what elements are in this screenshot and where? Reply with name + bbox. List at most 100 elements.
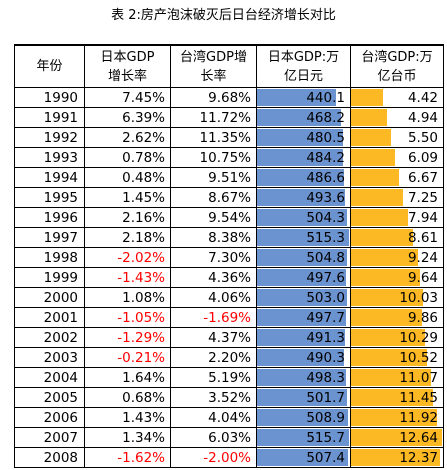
table-title: 表 2:房产泡沫破灭后日台经济增长对比 (111, 8, 336, 23)
japan-growth-cell: -1.05% (84, 307, 171, 328)
taiwan-gdp-cell: 8.61 (350, 227, 444, 248)
japan-growth-cell: 0.68% (84, 387, 171, 408)
header-taiwan-gdp: 台湾GDP:万 亿台币 (350, 44, 444, 88)
taiwan-gdp-bar (351, 189, 403, 206)
japan-gdp-value: 508.9 (306, 409, 345, 426)
japan-gdp-bar (257, 169, 344, 186)
japan-growth-value: 1.64% (122, 369, 165, 386)
taiwan-gdp-cell: 7.94 (350, 207, 444, 228)
taiwan-growth-cell: 9.54% (170, 207, 257, 228)
table-row: 1998 -2.02% 7.30% 504.8 9.24 (14, 247, 444, 268)
japan-gdp-bar (257, 209, 347, 226)
table-row: 2006 1.43% 4.04% 508.9 11.92 (14, 407, 444, 428)
japan-growth-value: 6.39% (122, 109, 165, 126)
taiwan-growth-value: -2.00% (203, 449, 251, 466)
japan-gdp-cell: 503.0 (256, 287, 351, 308)
taiwan-gdp-cell: 12.64 (350, 427, 444, 448)
japan-gdp-value: 468.2 (306, 109, 345, 126)
taiwan-growth-value: 9.54% (208, 209, 251, 226)
year-value: 2002 (43, 329, 78, 346)
taiwan-gdp-value: 9.86 (407, 309, 438, 326)
taiwan-growth-cell: 5.19% (170, 367, 257, 388)
taiwan-gdp-value: 9.64 (407, 269, 438, 286)
japan-gdp-value: 480.5 (306, 129, 345, 146)
japan-growth-cell: 1.43% (84, 407, 171, 428)
japan-gdp-value: 497.7 (306, 309, 345, 326)
taiwan-gdp-value: 7.94 (407, 209, 438, 226)
japan-gdp-bar (257, 89, 336, 106)
table-row: 1991 6.39% 11.72% 468.2 4.94 (14, 107, 444, 128)
table-row: 1993 0.78% 10.75% 484.2 6.09 (14, 147, 444, 168)
japan-gdp-bar (257, 429, 349, 446)
japan-gdp-value: 504.8 (306, 249, 345, 266)
header-taiwan-gdp-label: 台湾GDP:万 亿台币 (361, 49, 433, 84)
taiwan-gdp-cell: 4.94 (350, 107, 444, 128)
header-taiwan-growth-label: 台湾GDP增 长率 (180, 49, 247, 84)
japan-gdp-value: 498.3 (306, 369, 345, 386)
japan-gdp-cell: 508.9 (256, 407, 351, 428)
japan-gdp-cell: 480.5 (256, 127, 351, 148)
japan-growth-value: 2.62% (122, 129, 165, 146)
year-cell: 1995 (14, 187, 85, 208)
japan-growth-cell: -2.02% (84, 247, 171, 268)
table-row: 2004 1.64% 5.19% 498.3 11.07 (14, 367, 444, 388)
taiwan-gdp-value: 7.25 (407, 189, 438, 206)
year-cell: 2008 (14, 447, 85, 468)
taiwan-gdp-cell: 9.64 (350, 267, 444, 288)
taiwan-gdp-value: 10.03 (399, 289, 438, 306)
header-japan-growth: 日本GDP 增长率 (84, 44, 171, 88)
table-row: 1997 2.18% 8.38% 515.3 8.61 (14, 227, 444, 248)
taiwan-gdp-cell: 10.52 (350, 347, 444, 368)
japan-gdp-value: 515.7 (306, 429, 345, 446)
taiwan-growth-value: 3.52% (208, 389, 251, 406)
taiwan-gdp-value: 11.45 (399, 389, 438, 406)
taiwan-gdp-value: 4.42 (407, 89, 438, 106)
year-cell: 2004 (14, 367, 85, 388)
year-cell: 1994 (14, 167, 85, 188)
table-row: 1996 2.16% 9.54% 504.3 7.94 (14, 207, 444, 228)
year-value: 2008 (43, 449, 78, 466)
japan-gdp-value: 515.3 (306, 229, 345, 246)
taiwan-growth-value: 2.20% (208, 349, 251, 366)
taiwan-growth-cell: 3.52% (170, 387, 257, 408)
year-cell: 2006 (14, 407, 85, 428)
japan-gdp-bar (257, 109, 341, 126)
taiwan-growth-cell: 4.36% (170, 267, 257, 288)
japan-gdp-cell: 507.4 (256, 447, 351, 468)
year-value: 2003 (43, 349, 78, 366)
japan-gdp-bar (257, 369, 346, 386)
japan-growth-value: 2.18% (122, 229, 165, 246)
japan-growth-cell: 1.08% (84, 287, 171, 308)
taiwan-growth-value: 4.37% (208, 329, 251, 346)
header-japan-gdp: 日本GDP:万 亿日元 (256, 44, 351, 88)
taiwan-gdp-cell: 12.37 (350, 447, 444, 468)
japan-gdp-cell: 504.8 (256, 247, 351, 268)
header-year-label: 年份 (36, 59, 63, 74)
taiwan-gdp-bar (351, 209, 408, 226)
japan-gdp-cell: 491.3 (256, 327, 351, 348)
taiwan-gdp-value: 10.29 (399, 329, 438, 346)
gdp-comparison-table: 年份 日本GDP 增长率 台湾GDP增 长率 日本GDP:万 亿日元 台湾GDP:万亿… (14, 44, 444, 468)
japan-gdp-bar (257, 129, 343, 146)
japan-gdp-bar (257, 449, 348, 466)
year-cell: 1999 (14, 267, 85, 288)
taiwan-growth-cell: 4.04% (170, 407, 257, 428)
year-value: 2001 (43, 309, 78, 326)
japan-gdp-value: 490.3 (306, 349, 345, 366)
taiwan-gdp-value: 4.94 (407, 109, 438, 126)
year-value: 2005 (43, 389, 78, 406)
japan-growth-value: 1.43% (122, 409, 165, 426)
header-taiwan-growth: 台湾GDP增 长率 (170, 44, 257, 88)
japan-gdp-value: 440.1 (306, 89, 345, 106)
japan-gdp-cell: 498.3 (256, 367, 351, 388)
taiwan-growth-cell: 9.68% (170, 87, 257, 108)
taiwan-growth-cell: 6.03% (170, 427, 257, 448)
japan-gdp-bar (257, 329, 345, 346)
taiwan-growth-value: 11.72% (199, 109, 251, 126)
year-value: 1993 (43, 149, 78, 166)
taiwan-growth-value: 9.51% (208, 169, 251, 186)
taiwan-gdp-cell: 6.67 (350, 167, 444, 188)
taiwan-gdp-bar (351, 169, 399, 186)
year-cell: 1992 (14, 127, 85, 148)
taiwan-growth-cell: 9.51% (170, 167, 257, 188)
